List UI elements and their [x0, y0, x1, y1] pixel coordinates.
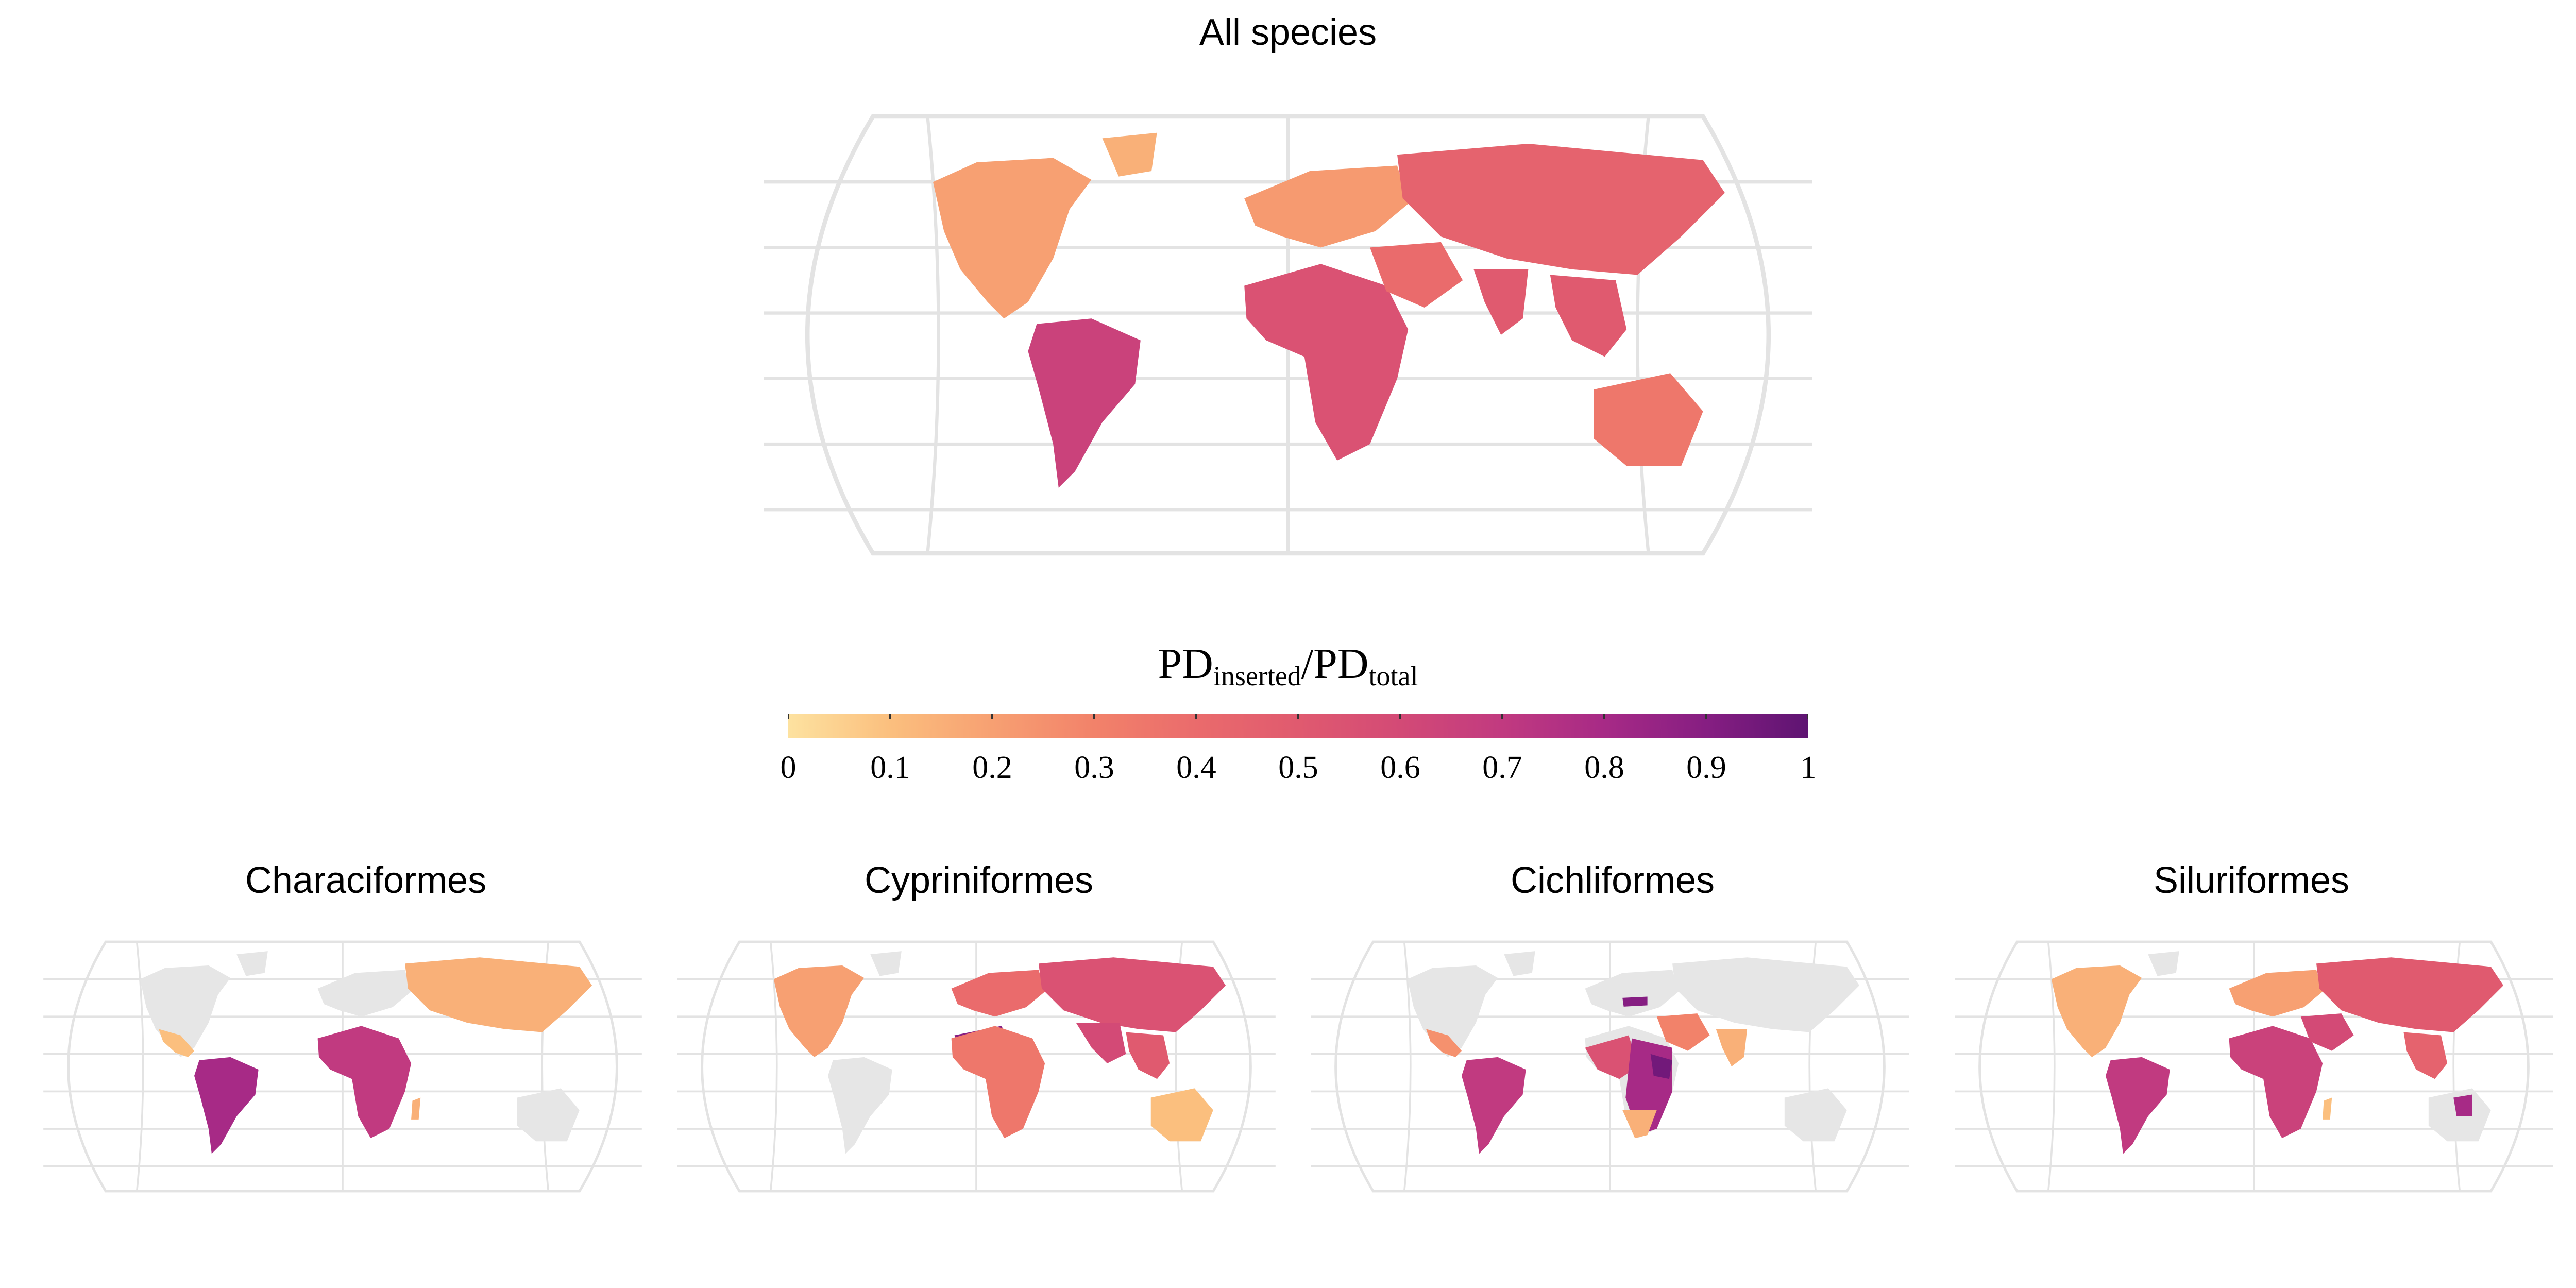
colorbar-tick-label: 0.8: [1584, 750, 1624, 785]
region-middle-east: [1370, 242, 1463, 308]
colorbar-tick-label: 0.4: [1176, 750, 1216, 785]
colorbar-tick-label: 0.5: [1278, 750, 1318, 785]
map-cypriniformes: [677, 940, 1276, 1193]
title-characiformes: Characiformes: [245, 860, 487, 901]
land-no-data-greenland: [1504, 951, 1535, 976]
map-cichliformes: [1311, 940, 1909, 1193]
region-north-america: [933, 158, 1092, 319]
colorbar-tick-label: 0.7: [1482, 750, 1522, 785]
graticule-meridian: [926, 116, 940, 554]
land-no-data-asia: [1672, 957, 1859, 1032]
region-africa: [2229, 1026, 2323, 1139]
region-north-america: [773, 965, 865, 1057]
colorbar-tick-label: 0.3: [1074, 750, 1114, 785]
legend-title: PDinserted/PDtotal: [1158, 640, 1418, 691]
graticule-meridian: [1403, 941, 1412, 1192]
map-frame: [1978, 940, 2530, 1193]
region-greenland: [1102, 132, 1157, 177]
region-madagascar: [411, 1097, 421, 1120]
region-africa: [317, 1026, 412, 1139]
land-no-data-australia: [517, 1088, 580, 1142]
region-north-america: [2051, 965, 2142, 1057]
region-europe: [1244, 165, 1409, 248]
region-india: [1473, 269, 1529, 335]
land-no-data-greenland: [2148, 951, 2179, 976]
region-mexico: [1426, 1029, 1462, 1057]
colorbar-tick-label: 0.2: [972, 750, 1012, 785]
title-siluriformes: Siluriformes: [2153, 860, 2350, 901]
land-no-data-europe: [1585, 970, 1679, 1017]
map-frame: [1334, 940, 1886, 1193]
graticule-meridian: [2047, 941, 2056, 1192]
colorbar-tick-label: 0.9: [1686, 750, 1726, 785]
map-siluriformes: [1955, 940, 2553, 1193]
region-south-america: [2106, 1057, 2170, 1154]
land-no-data-greenland: [870, 951, 902, 976]
region-asia: [1039, 957, 1226, 1032]
region-south-africa: [1622, 1110, 1657, 1139]
region-southeast-asia: [2403, 1032, 2448, 1079]
region-south-asia: [1076, 1023, 1126, 1063]
region-south-america: [194, 1057, 259, 1154]
region-australia: [1594, 373, 1703, 466]
region-rift-lakes: [1650, 1054, 1672, 1079]
region-southeast-asia: [1126, 1032, 1170, 1079]
region-india: [1716, 1029, 1748, 1066]
land-no-data-south-america: [828, 1057, 892, 1154]
colorbar: [788, 714, 1808, 738]
land-no-data-australia: [1784, 1088, 1847, 1142]
title-cypriniformes: Cypriniformes: [864, 860, 1094, 901]
map-characiformes: [43, 940, 642, 1193]
region-asia: [405, 957, 592, 1032]
region-africa: [951, 1026, 1045, 1139]
colorbar-tick-label: 1: [1800, 750, 1817, 785]
region-asia: [2316, 957, 2503, 1032]
region-southeast-asia: [1550, 275, 1627, 357]
graticule-meridian: [135, 941, 144, 1192]
land-no-data-greenland: [236, 951, 268, 976]
main-title: All species: [1199, 12, 1377, 53]
land-no-data-europe: [317, 970, 412, 1017]
region-asia: [1397, 144, 1725, 275]
region-middle-east: [1656, 1013, 1710, 1051]
region-south-america: [1462, 1057, 1526, 1154]
colorbar-tick-label: 0.6: [1380, 750, 1420, 785]
graticule-meridian: [769, 941, 778, 1192]
map-all-species: [764, 114, 1812, 556]
region-australia: [1150, 1088, 1213, 1142]
region-west-africa: [1585, 1035, 1638, 1079]
region-middle-east: [2300, 1013, 2354, 1051]
region-australia-spot: [2453, 1094, 2472, 1116]
region-madagascar: [2323, 1097, 2332, 1120]
map-frame: [701, 940, 1252, 1193]
title-cichliformes: Cichliformes: [1510, 860, 1715, 901]
map-frame: [67, 940, 618, 1193]
colorbar-tick-label: 0.1: [870, 750, 910, 785]
region-caspian-spot: [1622, 996, 1648, 1007]
region-south-america: [1028, 318, 1141, 488]
colorbar-tick-label: 0: [780, 750, 796, 785]
region-africa: [1244, 264, 1409, 461]
region-mexico: [159, 1029, 195, 1057]
region-europe: [2229, 970, 2323, 1017]
region-europe: [951, 970, 1045, 1017]
